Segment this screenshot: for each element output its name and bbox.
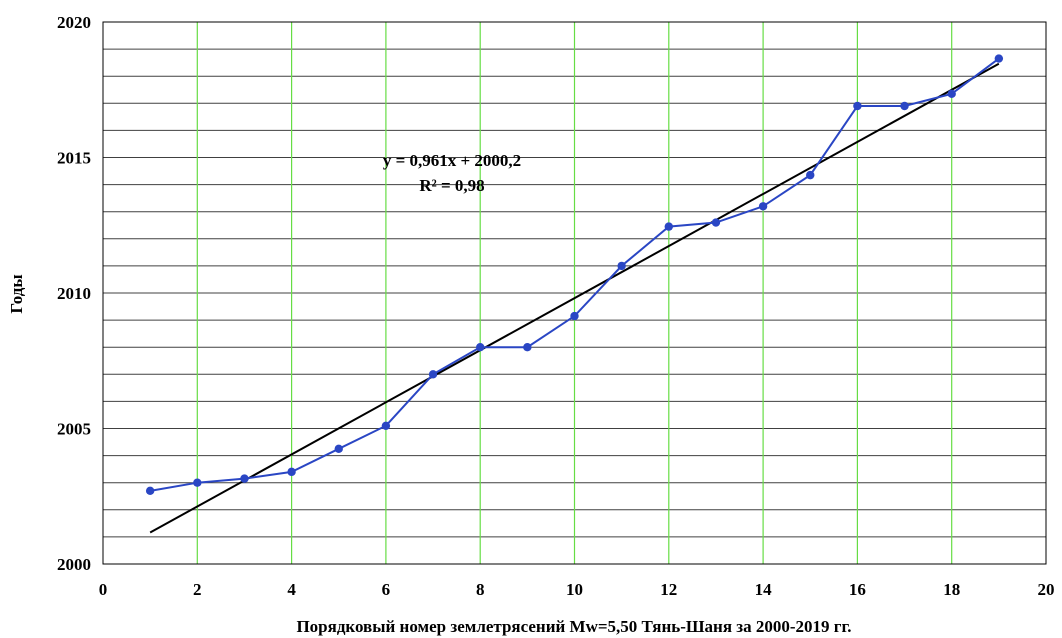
data-point — [617, 261, 626, 271]
data-point — [523, 343, 532, 352]
data-point — [145, 486, 155, 496]
data-point — [758, 202, 768, 211]
y-tick-label: 2020 — [57, 13, 91, 32]
x-tick-label: 8 — [476, 580, 485, 599]
x-tick-label: 0 — [99, 580, 108, 599]
data-point — [900, 101, 909, 111]
x-tick-label: 6 — [382, 580, 391, 599]
y-tick-labels: 2000 2005 2010 2015 2020 — [57, 13, 91, 574]
x-tick-label: 14 — [755, 580, 773, 599]
y-tick-label: 2015 — [57, 149, 91, 168]
x-axis-title: Порядковый номер землетрясений Mw=5,50 Т… — [296, 617, 851, 636]
y-axis-title: Годы — [7, 274, 26, 313]
data-point — [994, 54, 1004, 63]
y-tick-label: 2000 — [57, 555, 91, 574]
data-point — [711, 218, 721, 227]
y-tick-label: 2010 — [57, 284, 91, 303]
y-tick-label: 2005 — [57, 420, 91, 439]
major-gridlines — [103, 22, 1046, 564]
data-point — [947, 89, 956, 99]
x-tick-label: 10 — [566, 580, 583, 599]
x-tick-labels: 0 2 4 6 8 10 12 14 16 18 20 — [99, 580, 1055, 599]
trendline-equation: y = 0,961x + 2000,2 — [383, 151, 521, 170]
data-point — [428, 370, 438, 379]
data-point — [853, 101, 862, 111]
data-point — [287, 467, 296, 477]
x-tick-label: 18 — [943, 580, 960, 599]
x-tick-label: 2 — [193, 580, 202, 599]
data-point — [570, 311, 579, 321]
data-point — [476, 343, 485, 352]
series-points — [145, 54, 1004, 496]
data-point — [664, 222, 673, 231]
data-point — [381, 421, 391, 430]
trendline-r2: R² = 0,98 — [419, 176, 484, 195]
data-point — [240, 474, 249, 483]
data-point — [806, 170, 815, 180]
x-tick-label: 16 — [849, 580, 866, 599]
trendline — [149, 62, 1000, 534]
x-tick-label: 4 — [287, 580, 296, 599]
data-point — [334, 444, 343, 454]
x-tick-label: 20 — [1038, 580, 1055, 599]
x-tick-label: 12 — [660, 580, 677, 599]
plot-frame — [102, 21, 1047, 565]
data-point — [193, 478, 202, 487]
